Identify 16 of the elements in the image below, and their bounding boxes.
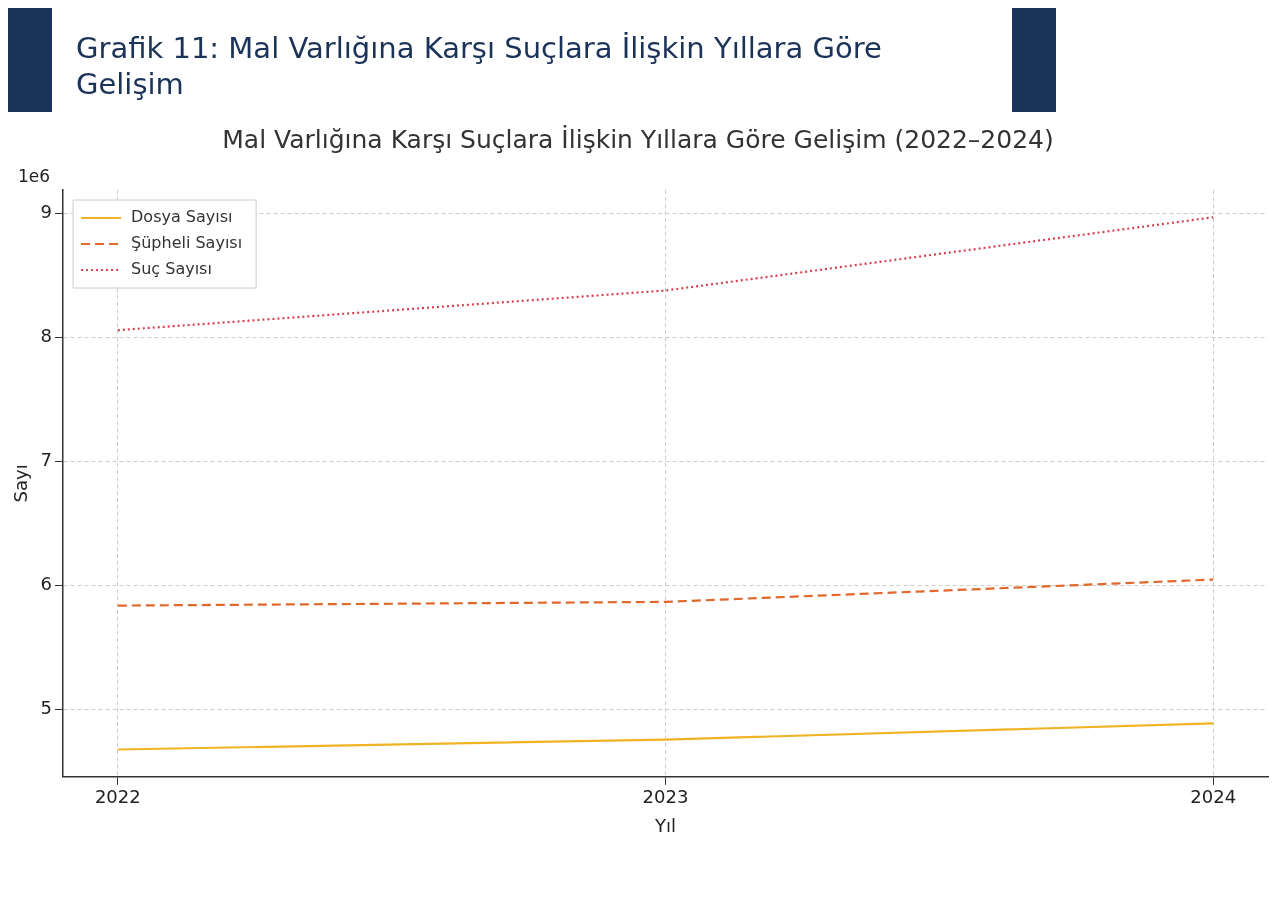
legend-label: Şüpheli Sayısı (131, 233, 243, 253)
x-axis-title: Yıl (654, 814, 677, 836)
text: 1e6 (18, 165, 51, 186)
y-tick-label: 6 (40, 573, 53, 595)
x-tick-label: 2023 (642, 786, 689, 808)
y-tick-label: 9 (40, 201, 53, 223)
y-tick-label: 5 (40, 697, 53, 719)
legend-label: Dosya Sayısı (131, 207, 233, 227)
y-tick-label: 7 (40, 449, 53, 471)
y-axis-title: Sayı (10, 464, 32, 503)
y-tick-label: 8 (40, 325, 53, 347)
title-panel: Grafik 11: Mal Varlığına Karşı Suçlara İlişkin Yıllara Göre Gelişim (52, 8, 1012, 112)
x-tick-label: 2022 (94, 786, 141, 808)
x-tick-label: 2024 (1190, 786, 1237, 808)
chart-subtitle: Mal Varlığına Karşı Suçlara İlişkin Yıllara Göre Gelişim (2022–2024) (222, 124, 1054, 154)
legend-label: Suç Sayısı (131, 259, 212, 279)
